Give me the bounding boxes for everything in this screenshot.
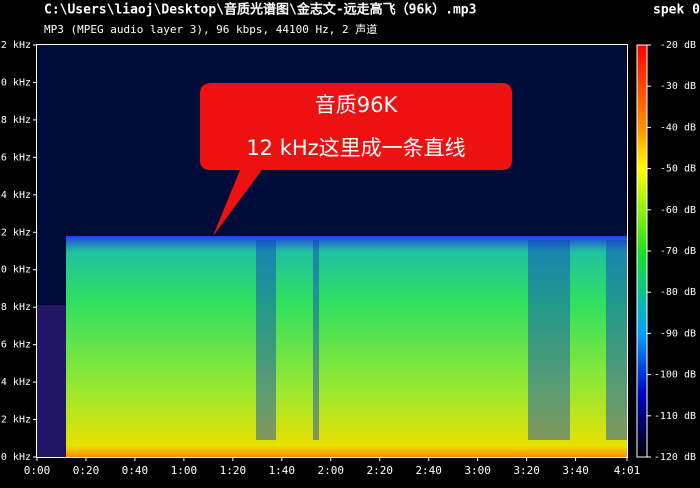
y-tick-label: 22 kHz [0,40,31,51]
y-tick-label: 14 kHz [0,190,31,201]
app-name: spek 0.8 [653,3,700,18]
x-tick-label: 2:20 [366,464,393,477]
colorbar-label: -110 dB [654,411,696,422]
x-tick-label: 3:00 [464,464,491,477]
callout-box [200,83,512,236]
colorbar-label: -90 dB [660,328,696,339]
colorbar-label: -120 dB [654,452,696,463]
y-tick-label: 18 kHz [0,115,31,126]
colorbar-label: -100 dB [654,370,696,381]
y-tick-label: 2 kHz [1,415,31,426]
callout-line1: 音质96K [315,93,399,117]
x-tick-label: 2:40 [415,464,442,477]
y-tick-label: 10 kHz [0,265,31,276]
colorbar-label: -20 dB [660,40,696,51]
x-tick-label: 0:40 [122,464,149,477]
y-tick-label: 4 kHz [1,377,31,388]
file-info: MP3 (MPEG audio layer 3), 96 kbps, 44100… [44,22,377,36]
x-tick-label: 1:40 [269,464,296,477]
y-tick-label: 6 kHz [1,340,31,351]
spectrogram [66,236,627,457]
colorbar-label: -30 dB [660,81,696,92]
spectrogram-gaps [256,240,627,440]
x-tick-label: 3:20 [513,464,540,477]
plot-frame [36,44,628,458]
x-tick-label: 4:01 [614,464,641,477]
y-tick-label: 0 kHz [1,452,31,463]
colorbar-label: -50 dB [660,164,696,175]
callout-line2: 12 kHz这里成一条直线 [246,136,465,160]
x-tick-label: 1:00 [171,464,198,477]
x-tick-label: 0:00 [24,464,51,477]
colorbar-label: -70 dB [660,246,696,257]
y-tick-label: 20 kHz [0,77,31,88]
intro-noise [37,305,66,457]
file-path: C:\Users\liaoj\Desktop\音质光谱图\金志文-远走高飞（96… [44,2,476,18]
colorbar-label: -80 dB [660,287,696,298]
y-tick-label: 12 kHz [0,227,31,238]
y-tick-label: 8 kHz [1,302,31,313]
y-tick-label: 16 kHz [0,152,31,163]
colorbar-label: -40 dB [660,122,696,133]
x-tick-label: 2:00 [318,464,345,477]
colorbar-label: -60 dB [660,205,696,216]
x-tick-label: 3:40 [562,464,589,477]
x-tick-label: 0:20 [73,464,100,477]
x-tick-label: 1:20 [220,464,247,477]
colorbar [636,44,648,458]
